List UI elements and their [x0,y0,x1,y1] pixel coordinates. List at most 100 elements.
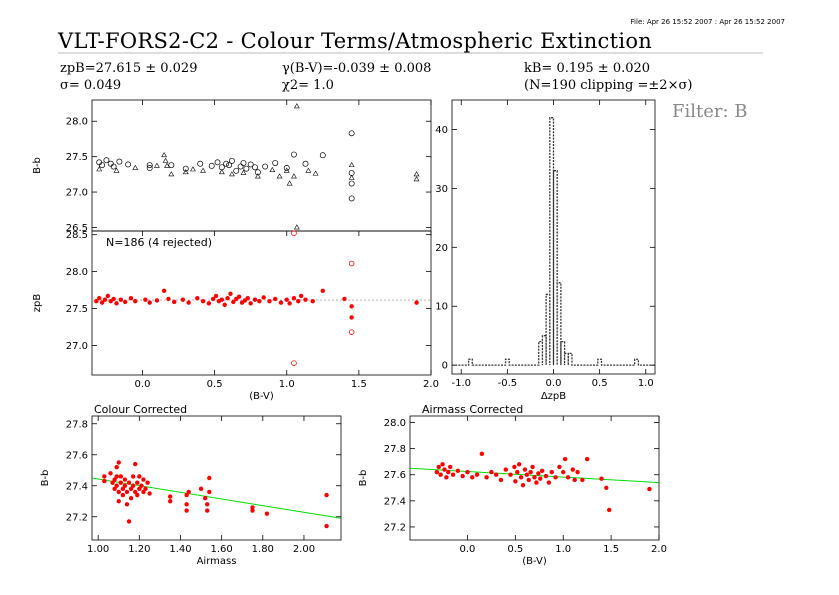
histogram-bin [635,359,639,365]
accepted-point [291,296,297,301]
raw-triangle-point [218,169,225,175]
colour-corrected-point [324,523,329,529]
x-tick-label: 1.0 [279,379,295,390]
colour-corrected-point [137,474,142,479]
airmass-corrected-point [572,477,577,483]
airmass-corrected-point [474,472,480,477]
accepted-point [278,300,284,305]
x-axis-label: Airmass [197,556,237,567]
airmass-corrected-point [647,486,652,492]
colour-corrected-point [202,495,208,501]
airmass-corrected-point [446,469,451,475]
colour-corrected-panel: 27.2 27.4 27.6 27.8 1.00 1.20 1.40 1.60 1.80 2.00… [40,403,342,567]
y-tick-label: 10 [435,302,448,313]
colour-corrected-point [167,494,173,499]
colour-corrected-point [135,492,140,498]
accepted-point [248,301,253,306]
raw-circle-point [182,165,189,172]
airmass-corrected-point [599,476,604,481]
raw-triangle-point [291,173,297,179]
histogram-outline [452,117,655,366]
histogram-bin [506,359,510,365]
accepted-point [261,295,266,300]
raw-circle-point [272,160,279,166]
y-tick-label: 28.0 [66,267,88,278]
raw-triangle-point [113,167,120,173]
accepted-point [195,296,200,301]
airmass-corrected-point [436,464,441,470]
colour-corrected-point [120,492,126,498]
raw-circle-point [302,160,309,167]
colour-corrected-point [116,460,121,465]
airmass-corrected-point [450,472,456,477]
airmass-corrected-point [512,464,517,470]
page-title: VLT-FORS2-C2 - Colour Terms/Atmospheric … [57,29,652,53]
colour-corrected-point [112,486,117,492]
colour-corrected-point [186,489,191,495]
accepted-point [296,298,301,304]
rejected-point [348,260,355,267]
accepted-point [210,296,216,302]
airmass-corrected-panel: 27.2 27.4 27.6 27.8 28.0 0.0 0.5 1.0 1.5 2.0 B-b Ai… [358,403,667,567]
y-tick-label: 27.0 [66,341,88,352]
accepted-point [206,301,212,306]
raw-triangle-point [200,167,206,173]
airmass-corrected-point [470,475,475,480]
airmass-corrected-point [493,472,499,477]
y-axis-label: B-b [40,470,51,487]
histogram-bin [565,353,569,365]
y-tick-label: 27.4 [66,481,88,492]
accepted-point [298,293,304,299]
accepted-point [200,298,206,304]
colour-corrected-point [167,499,173,504]
accepted-point [213,293,219,299]
airmass-corrected-point [520,482,526,488]
raw-circle-point [208,162,215,169]
colour-corrected-point [120,486,126,492]
accepted-point [94,298,99,304]
y-axis-label: B-b [32,157,43,174]
accepted-point [114,301,119,306]
y-tick-label: 30 [435,184,448,195]
colour-corrected-point [184,502,189,507]
raw-circle-point [319,152,326,159]
colour-corrected-point [126,519,132,524]
accepted-point [231,299,236,305]
colour-corrected-point [114,483,119,488]
colour-corrected-point [114,474,119,479]
accepted-point [102,297,108,302]
colour-corrected-point [205,502,210,507]
raw-circle-point [283,165,290,171]
raw-triangle-point [269,166,276,173]
colour-corrected-point [102,474,107,479]
airmass-corrected-point [508,472,513,477]
colour-corrected-point [130,483,136,488]
colour-corrected-point [135,480,140,485]
accepted-point [303,297,308,302]
colour-corrected-point [207,489,212,495]
airmass-corrected-point [498,477,504,483]
raw-circle-point [168,162,175,169]
y-tick-label: 27.5 [66,304,88,315]
accepted-point [257,298,262,304]
raw-circle-point [107,160,114,167]
accepted-point [154,298,160,303]
colour-corrected-point [108,471,113,476]
accepted-point [97,296,102,301]
raw-triangle-point [190,166,196,172]
airmass-corrected-point [434,469,440,475]
y-tick-label: 27.6 [384,470,406,481]
raw-triangle-point [305,167,312,173]
airmass-corrected-point [543,473,549,479]
airmass-corrected-point [448,464,453,470]
airmass-corrected-point [522,467,528,472]
colour-corrected-point [118,480,124,485]
airmass-corrected-point [528,469,533,475]
airmass-corrected-point [444,475,449,480]
colour-corrected-point [133,489,138,495]
raw-triangle-point [348,161,355,168]
raw-circle-point [247,161,254,168]
raw-triangle-point [276,173,283,179]
